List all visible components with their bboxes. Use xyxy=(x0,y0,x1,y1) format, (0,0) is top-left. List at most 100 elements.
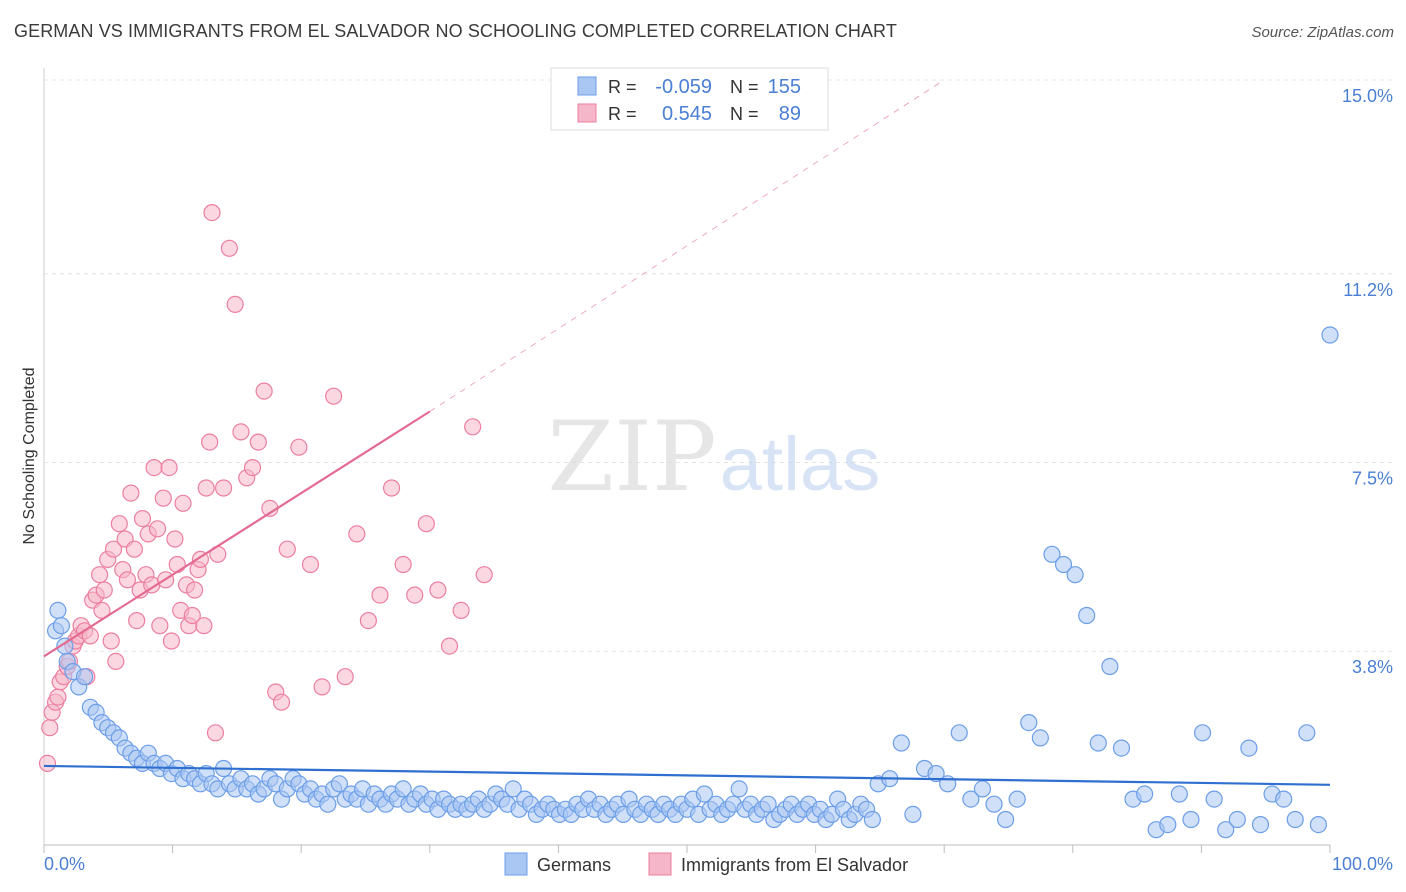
chart-title: GERMAN VS IMMIGRANTS FROM EL SALVADOR NO… xyxy=(14,21,897,41)
salvador-point-22 xyxy=(102,632,120,650)
salvador-point-0 xyxy=(38,754,57,773)
salvador-point-38 xyxy=(148,520,167,538)
german-points xyxy=(46,326,1339,839)
bottom-legend-swatch-german xyxy=(504,852,528,876)
german-point-154 xyxy=(985,795,1003,813)
legend-swatch-german xyxy=(577,76,597,96)
salvador-point-75 xyxy=(325,387,343,405)
german-point-161 xyxy=(1066,566,1084,584)
salvador-point-51 xyxy=(186,581,204,599)
salvador-point-31 xyxy=(128,611,146,630)
salvador-point-33 xyxy=(133,509,152,528)
legend-salvador-n-value: 89 xyxy=(779,103,801,125)
german-point-183 xyxy=(1321,326,1339,344)
salvador-point-60 xyxy=(214,479,233,497)
tick-labels: 3.8% 7.5% 11.2% 15.0% 0.0% 100.0% xyxy=(44,86,1393,874)
legend-german-n-label: N = xyxy=(730,77,759,97)
salvador-point-40 xyxy=(154,489,172,507)
watermark: ZIP atlas xyxy=(547,401,880,513)
salvador-point-47 xyxy=(174,494,192,512)
legend-salvador-r-label: R = xyxy=(608,104,637,124)
german-point-147 xyxy=(904,805,922,824)
salvador-point-63 xyxy=(232,423,250,441)
german-point-153 xyxy=(973,780,992,798)
stats-legend: R = -0.059 N = 155 R = 0.545 N = 89 xyxy=(550,67,829,131)
series-legend: Germans Immigrants from El Salvador xyxy=(504,852,908,876)
bottom-legend-german: Germans xyxy=(537,855,611,875)
german-point-179 xyxy=(1275,790,1293,808)
salvador-point-72 xyxy=(290,438,308,456)
salvador-point-1 xyxy=(41,719,59,737)
salvador-point-24 xyxy=(107,652,125,671)
salvador-point-86 xyxy=(452,601,470,620)
german-point-170 xyxy=(1170,785,1188,803)
legend-german-r-label: R = xyxy=(608,77,637,97)
german-point-2 xyxy=(52,617,70,635)
gridlines xyxy=(44,79,1392,652)
legend-salvador-n-label: N = xyxy=(730,104,759,124)
german-trend-line xyxy=(43,764,1331,786)
german-point-51 xyxy=(330,775,349,793)
german-point-160 xyxy=(1054,555,1073,574)
german-point-146 xyxy=(892,734,910,752)
salvador-point-50 xyxy=(183,606,201,625)
german-point-81 xyxy=(504,780,522,798)
german-point-174 xyxy=(1217,821,1235,839)
salvador-point-85 xyxy=(440,637,459,655)
salvador-point-28 xyxy=(118,571,137,589)
salvador-point-43 xyxy=(162,632,181,650)
salvador-point-81 xyxy=(394,555,412,574)
axes xyxy=(43,68,1331,853)
german-point-143 xyxy=(863,810,881,829)
y-tick-label-1: 7.5% xyxy=(1352,469,1393,489)
salvador-point-42 xyxy=(160,459,178,477)
german-point-181 xyxy=(1298,724,1316,742)
salvador-point-62 xyxy=(226,295,244,313)
salvador-point-57 xyxy=(203,204,221,222)
german-point-1 xyxy=(49,601,67,620)
salvador-point-18 xyxy=(91,566,109,584)
salvador-point-61 xyxy=(220,239,238,257)
salvador-points xyxy=(38,204,493,773)
salvador-point-88 xyxy=(475,566,493,584)
salvador-point-80 xyxy=(382,479,401,497)
german-point-152 xyxy=(962,790,980,808)
salvador-point-39 xyxy=(151,617,169,635)
salvador-point-67 xyxy=(255,382,273,400)
trend-lines xyxy=(43,79,1331,786)
salvador-point-56 xyxy=(201,433,219,451)
german-point-157 xyxy=(1020,713,1038,732)
salvador-point-29 xyxy=(122,484,140,502)
german-point-165 xyxy=(1112,739,1131,757)
y-tick-label-3: 15.0% xyxy=(1342,86,1393,106)
salvador-point-58 xyxy=(206,724,225,742)
german-point-125 xyxy=(759,795,777,813)
salvador-point-25 xyxy=(110,515,128,533)
german-point-62 xyxy=(394,780,412,798)
salvador-point-54 xyxy=(195,617,213,635)
german-point-159 xyxy=(1043,545,1061,563)
x-tick-label-0: 0.0% xyxy=(44,854,85,874)
german-point-114 xyxy=(695,785,713,803)
german-point-158 xyxy=(1031,729,1049,747)
german-point-156 xyxy=(1008,790,1026,808)
bottom-legend-swatch-salvador xyxy=(648,852,672,876)
watermark-zip: ZIP xyxy=(547,401,716,513)
german-point-169 xyxy=(1159,815,1177,834)
salvador-point-65 xyxy=(243,459,262,477)
watermark-atlas: atlas xyxy=(720,422,881,507)
chart-source: Source: ZipAtlas.com xyxy=(1251,24,1394,41)
legend-salvador-r-value: 0.545 xyxy=(662,103,712,125)
salvador-trend-extension xyxy=(429,79,945,412)
german-point-176 xyxy=(1240,739,1258,757)
salvador-point-20 xyxy=(95,581,113,599)
german-point-171 xyxy=(1182,810,1200,829)
bottom-legend-salvador: Immigrants from El Salvador xyxy=(681,855,908,875)
salvador-point-73 xyxy=(301,555,320,574)
german-point-149 xyxy=(927,764,945,783)
salvador-point-70 xyxy=(272,693,291,711)
german-point-180 xyxy=(1286,810,1304,829)
legend-german-r-value: -0.059 xyxy=(655,76,712,98)
y-tick-label-2: 11.2% xyxy=(1343,280,1393,300)
salvador-point-84 xyxy=(429,581,447,599)
